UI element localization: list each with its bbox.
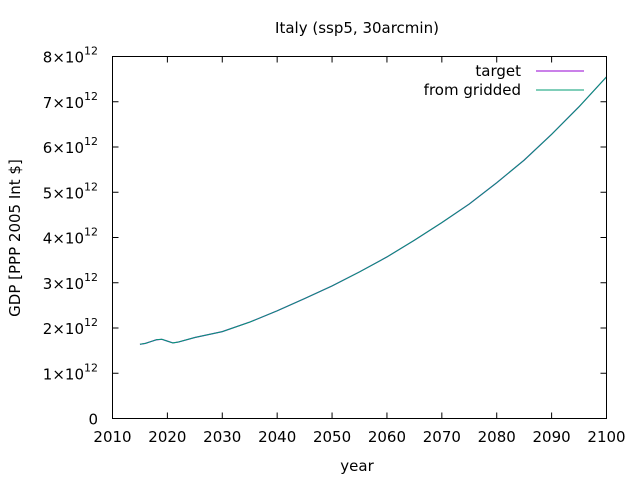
y-tick-label: 8×1012 bbox=[43, 45, 98, 67]
x-tick-label: 2070 bbox=[423, 428, 461, 446]
x-tick-label: 2020 bbox=[148, 428, 186, 446]
x-tick-label: 2060 bbox=[368, 428, 406, 446]
y-tick-label: 7×1012 bbox=[43, 90, 98, 112]
x-tick-label: 2030 bbox=[203, 428, 241, 446]
series-line-from-gridded bbox=[139, 76, 607, 345]
y-tick-label: 5×1012 bbox=[43, 180, 98, 202]
x-tick-label: 2040 bbox=[258, 428, 296, 446]
x-tick-label: 2050 bbox=[313, 428, 351, 446]
x-tick-label: 2090 bbox=[533, 428, 571, 446]
y-tick-label: 4×1012 bbox=[43, 226, 98, 248]
y-tick-label: 3×1012 bbox=[43, 271, 98, 293]
plot-frame bbox=[112, 56, 607, 419]
x-axis-label: year bbox=[340, 457, 374, 475]
x-tick-label: 2010 bbox=[93, 428, 131, 446]
legend-label: target bbox=[475, 62, 521, 80]
y-tick-label: 2×1012 bbox=[43, 316, 98, 338]
axis-ticks: 2010 2020 2030 2040 2050 2060 2070 2080 2090 2100… bbox=[43, 45, 626, 447]
chart-title: Italy (ssp5, 30arcmin) bbox=[275, 19, 439, 37]
legend-label: from gridded bbox=[424, 81, 521, 99]
series-line-target bbox=[139, 76, 607, 345]
x-tick-label: 2100 bbox=[587, 428, 625, 446]
series-lines bbox=[139, 76, 607, 345]
y-tick-label: 1×1012 bbox=[43, 361, 98, 383]
y-tick-label: 6×1012 bbox=[43, 135, 98, 157]
y-tick-label: 0 bbox=[88, 411, 98, 429]
y-axis-label: GDP [PPP 2005 Int $] bbox=[6, 159, 24, 317]
x-tick-label: 2080 bbox=[478, 428, 516, 446]
